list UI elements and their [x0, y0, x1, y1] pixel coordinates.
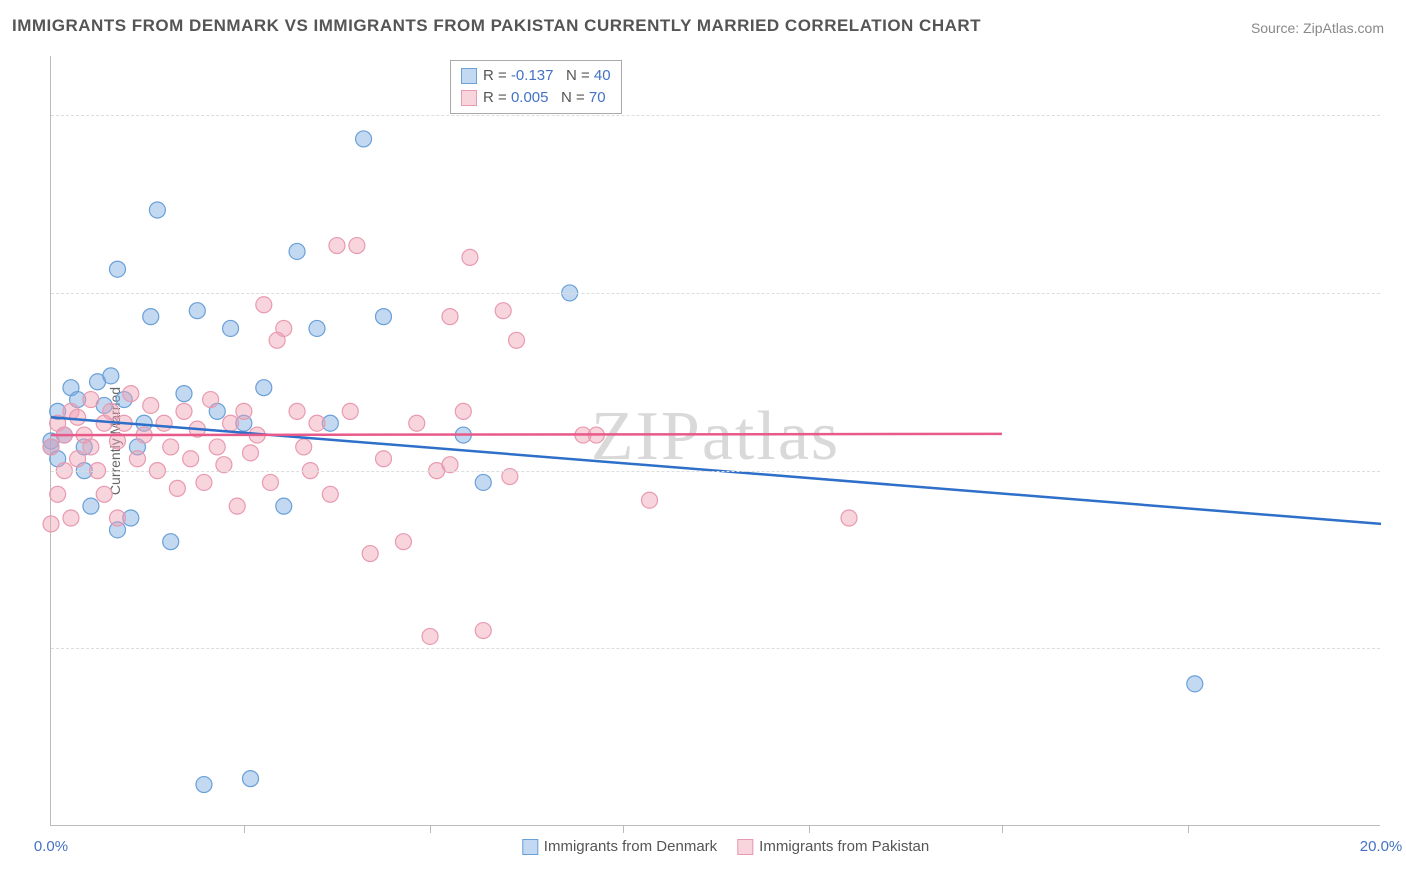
- x-tick: [430, 825, 431, 833]
- data-point: [256, 297, 272, 313]
- data-point: [229, 498, 245, 514]
- data-point: [376, 309, 392, 325]
- legend-stats: R = -0.137 N = 40R = 0.005 N = 70: [450, 60, 622, 114]
- data-point: [209, 439, 225, 455]
- data-point: [223, 320, 239, 336]
- data-point: [129, 451, 145, 467]
- data-point: [63, 510, 79, 526]
- trend-line: [51, 434, 1002, 435]
- data-point: [642, 492, 658, 508]
- x-tick: [1188, 825, 1189, 833]
- data-point: [103, 403, 119, 419]
- x-tick-label: 0.0%: [34, 838, 68, 855]
- chart-title: IMMIGRANTS FROM DENMARK VS IMMIGRANTS FR…: [12, 16, 981, 36]
- y-tick-label: 50.0%: [1390, 462, 1406, 479]
- data-point: [362, 546, 378, 562]
- data-point: [289, 403, 305, 419]
- data-point: [203, 392, 219, 408]
- data-point: [276, 498, 292, 514]
- x-tick: [809, 825, 810, 833]
- scatter-svg: [51, 56, 1380, 825]
- data-point: [376, 451, 392, 467]
- data-point: [475, 623, 491, 639]
- data-point: [43, 439, 59, 455]
- data-point: [409, 415, 425, 431]
- data-point: [356, 131, 372, 147]
- data-point: [243, 445, 259, 461]
- data-point: [123, 386, 139, 402]
- data-point: [495, 303, 511, 319]
- data-point: [342, 403, 358, 419]
- x-tick: [244, 825, 245, 833]
- data-point: [455, 403, 471, 419]
- data-point: [83, 498, 99, 514]
- source-label: Source: ZipAtlas.com: [1251, 20, 1384, 36]
- data-point: [223, 415, 239, 431]
- data-point: [442, 309, 458, 325]
- plot-area: Currently Married ZIPatlas R = -0.137 N …: [50, 56, 1380, 826]
- data-point: [236, 403, 252, 419]
- data-point: [189, 303, 205, 319]
- data-point: [183, 451, 199, 467]
- data-point: [841, 510, 857, 526]
- x-tick-label: 20.0%: [1360, 838, 1403, 855]
- gridline: [51, 648, 1380, 649]
- data-point: [509, 332, 525, 348]
- data-point: [169, 480, 185, 496]
- data-point: [296, 439, 312, 455]
- data-point: [103, 368, 119, 384]
- data-point: [176, 386, 192, 402]
- data-point: [289, 243, 305, 259]
- data-point: [262, 474, 278, 490]
- data-point: [163, 439, 179, 455]
- y-tick-label: 35.0%: [1390, 640, 1406, 657]
- data-point: [143, 397, 159, 413]
- data-point: [1187, 676, 1203, 692]
- data-point: [196, 777, 212, 793]
- data-point: [163, 534, 179, 550]
- data-point: [256, 380, 272, 396]
- data-point: [395, 534, 411, 550]
- data-point: [329, 238, 345, 254]
- x-tick: [1002, 825, 1003, 833]
- data-point: [196, 474, 212, 490]
- data-point: [309, 320, 325, 336]
- data-point: [349, 238, 365, 254]
- data-point: [83, 439, 99, 455]
- data-point: [176, 403, 192, 419]
- legend-series: Immigrants from DenmarkImmigrants from P…: [502, 838, 929, 855]
- data-point: [143, 309, 159, 325]
- data-point: [243, 771, 259, 787]
- data-point: [110, 510, 126, 526]
- data-point: [70, 451, 86, 467]
- data-point: [462, 249, 478, 265]
- gridline: [51, 471, 1380, 472]
- data-point: [475, 474, 491, 490]
- data-point: [70, 409, 86, 425]
- data-point: [96, 486, 112, 502]
- gridline: [51, 293, 1380, 294]
- data-point: [110, 261, 126, 277]
- gridline: [51, 115, 1380, 116]
- y-tick-label: 65.0%: [1390, 284, 1406, 301]
- data-point: [43, 516, 59, 532]
- data-point: [50, 486, 66, 502]
- data-point: [422, 628, 438, 644]
- data-point: [156, 415, 172, 431]
- y-tick-label: 80.0%: [1390, 107, 1406, 124]
- x-tick: [623, 825, 624, 833]
- data-point: [309, 415, 325, 431]
- data-point: [269, 332, 285, 348]
- data-point: [322, 486, 338, 502]
- data-point: [149, 202, 165, 218]
- data-point: [83, 392, 99, 408]
